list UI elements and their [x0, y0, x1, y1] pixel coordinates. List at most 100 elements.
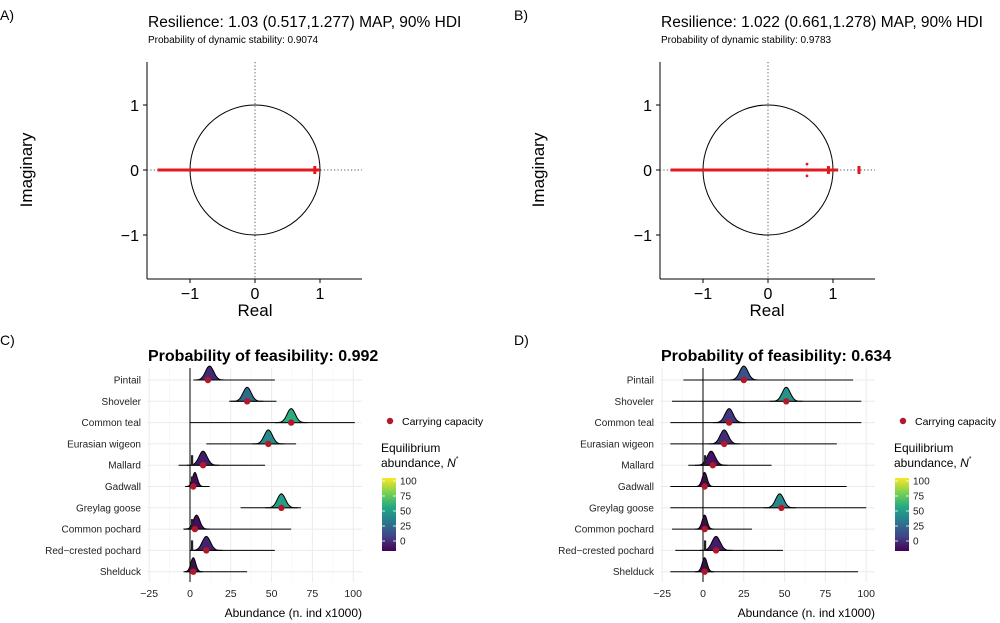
carrying-capacity-point	[783, 398, 790, 405]
x-axis-label: Abundance (n. ind x1000)	[225, 606, 362, 620]
carrying-capacity-point	[199, 462, 207, 469]
zero-spike	[703, 561, 707, 572]
carrying-capacity-point	[778, 504, 785, 511]
ridge-density	[183, 557, 204, 573]
colorbar: 100 75 50 25 0	[895, 477, 930, 551]
chart-title: Resilience: 1.022 (0.661,1.278) MAP, 90%…	[661, 14, 983, 31]
x-tick-label: 1	[829, 286, 838, 303]
zero-spike	[190, 476, 194, 487]
ridge-density	[183, 514, 210, 530]
x-tick-label: −25	[140, 588, 158, 600]
carrying-capacity-point	[725, 419, 733, 426]
ridge-density	[185, 471, 205, 487]
species-label: Red−crested pochard	[558, 546, 654, 557]
ridgeline-plot: −25 0 25 50 75 100 Pintail Shoveler Common teal E…	[558, 365, 875, 600]
carrying-capacity-point	[701, 525, 708, 533]
legend-label: Carrying capacity	[402, 416, 484, 428]
carrying-capacity-point	[701, 568, 708, 575]
ridge-density	[727, 365, 761, 381]
carrying-capacity-point	[204, 376, 212, 384]
colorbar-tick-label: 50	[913, 507, 925, 518]
legend: Carrying capacity Equilibrium abundance,…	[381, 416, 484, 551]
panel-c: C) Probability of feasibility: 0.992 −25…	[0, 332, 484, 620]
species-label: Eurasian wigeon	[580, 439, 654, 450]
carrying-capacity-point	[740, 376, 747, 384]
colorbar-tick-label: 75	[913, 492, 925, 503]
colorbar-tick-label: 25	[400, 522, 412, 533]
x-tick-label: −1	[694, 286, 712, 303]
carrying-capacity-point	[701, 483, 708, 490]
eigenvalue-point	[805, 174, 809, 178]
y-tick-label: 0	[643, 163, 652, 180]
x-axis-label: Abundance (n. ind x1000)	[738, 606, 875, 620]
colorbar-tick-label: 75	[400, 492, 412, 503]
eigenvalue-point	[857, 166, 861, 174]
species-label: Shelduck	[100, 567, 142, 578]
zero-spike	[703, 476, 707, 487]
zero-spike	[190, 455, 194, 466]
species-label: Gadwall	[618, 482, 654, 493]
carrying-capacity-legend-dot	[899, 417, 907, 425]
x-axis-label: Real	[750, 301, 785, 320]
species-label: Common teal	[82, 418, 141, 429]
ridge-density	[712, 408, 746, 424]
ridge-density	[694, 450, 728, 466]
ridge-density	[763, 493, 796, 509]
y-tick-label: 0	[130, 163, 139, 180]
x-tick-label: −25	[653, 588, 671, 600]
x-tick-label: 0	[700, 588, 706, 600]
legend-label: Carrying capacity	[915, 416, 997, 428]
y-axis-label: Imaginary	[17, 132, 36, 207]
x-tick-label: 0	[764, 286, 773, 303]
x-tick-label: 75	[820, 588, 832, 600]
colorbar: 100 75 50 25 0	[382, 477, 417, 551]
ridge-density	[769, 386, 803, 402]
species-label: Mallard	[108, 461, 141, 472]
x-tick-label: 0	[251, 286, 260, 303]
panel-d: D) Probability of feasibility: 0.634 −25…	[514, 332, 997, 620]
carrying-capacity-point	[265, 440, 272, 448]
panel-label: C)	[0, 332, 15, 348]
species-label: Gadwall	[105, 482, 141, 493]
chart-subtitle: Probability of dynamic stability: 0.9074	[148, 35, 319, 46]
species-label: Greylag goose	[76, 503, 141, 514]
chart-title: Probability of feasibility: 0.992	[148, 348, 378, 365]
y-tick-label: −1	[634, 228, 652, 245]
species-label: Shoveler	[615, 397, 655, 408]
panel-label: D)	[514, 332, 529, 348]
ridge-density	[252, 429, 285, 445]
eigenvalue-point	[313, 166, 317, 174]
zero-spike	[190, 561, 194, 572]
carrying-capacity-point	[709, 462, 716, 469]
carrying-capacity-point	[721, 440, 728, 448]
y-tick-label: 1	[643, 98, 652, 115]
ridge-density	[274, 408, 308, 424]
carrying-capacity-point	[287, 419, 295, 426]
species-label: Eurasian wigeon	[67, 439, 141, 450]
species-label: Shelduck	[613, 567, 655, 578]
x-axis-label: Real	[238, 301, 273, 320]
carrying-capacity-point	[712, 547, 720, 554]
eigen-plot: −1 0 1 −1 0 1	[121, 62, 362, 303]
x-tick-label: 50	[266, 588, 278, 600]
species-label: Pintail	[114, 376, 141, 387]
x-tick-label: 50	[779, 588, 791, 600]
carrying-capacity-point	[243, 398, 251, 405]
colorbar-gradient	[895, 478, 909, 551]
x-tick-label: 25	[738, 588, 750, 600]
zero-spike	[703, 519, 707, 530]
ridge-density	[230, 386, 264, 402]
colorbar-title-line2: abundance, N*	[381, 456, 459, 470]
colorbar-tick-label: 100	[400, 477, 417, 488]
y-tick-label: 1	[130, 98, 139, 115]
x-tick-label: 100	[344, 588, 362, 600]
zero-spike	[703, 540, 707, 551]
carrying-capacity-point	[190, 568, 197, 575]
colorbar-title-line1: Equilibrium	[381, 441, 440, 455]
colorbar-title-line1: Equilibrium	[894, 441, 953, 455]
species-label: Mallard	[621, 461, 654, 472]
zero-spike	[190, 540, 194, 551]
species-label: Common pochard	[62, 525, 141, 536]
eigen-plot: −1 0 1 −1 0 1	[634, 62, 875, 303]
